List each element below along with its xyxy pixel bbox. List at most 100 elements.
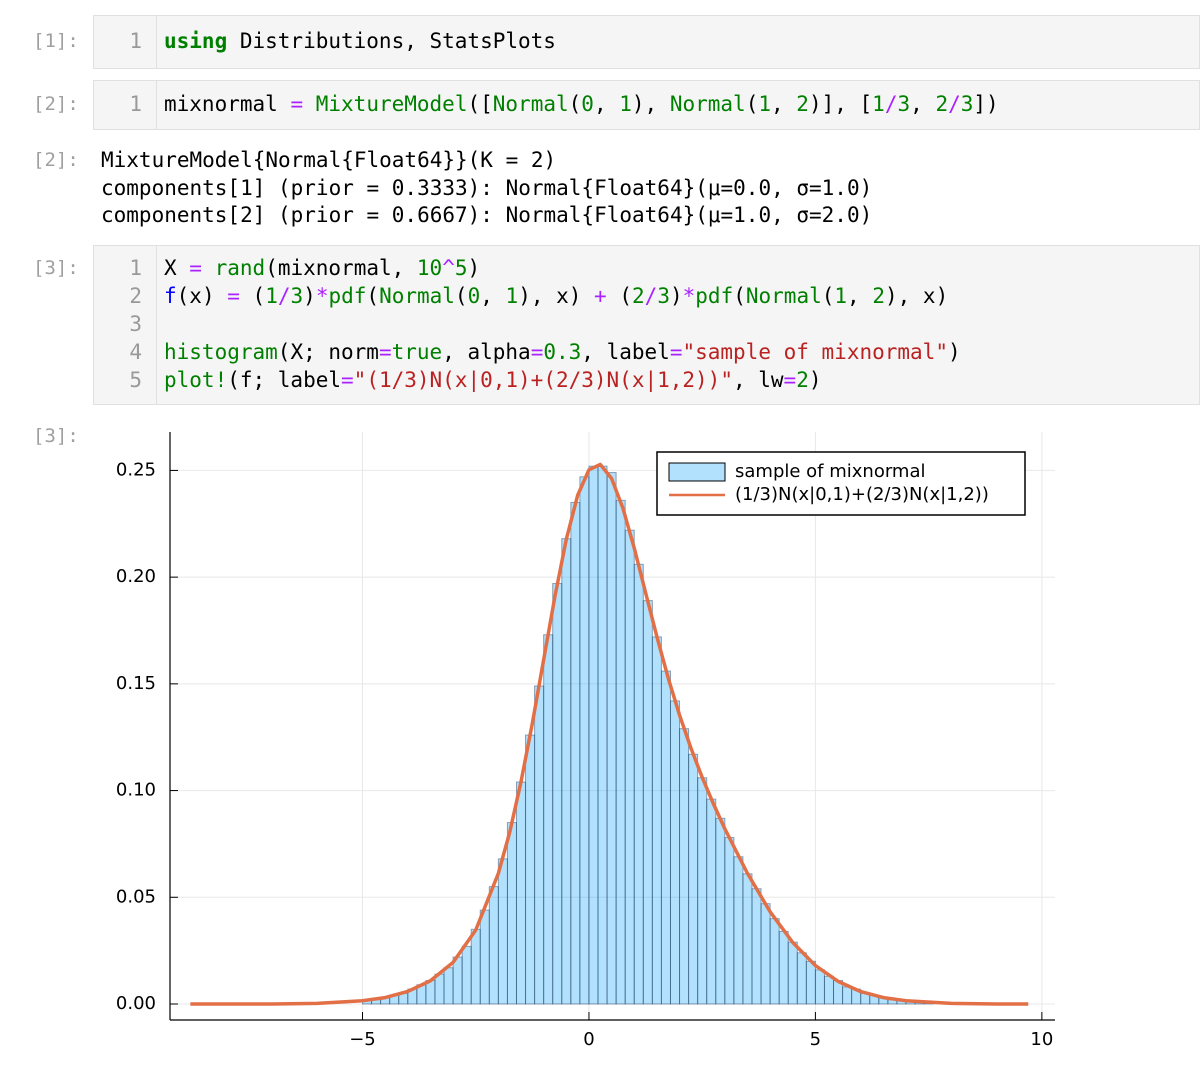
code-token: 5: [454, 256, 468, 280]
histogram-bar: [479, 909, 490, 1005]
code-token: ,: [910, 92, 936, 116]
output-prompt: [2]:: [33, 149, 79, 171]
code-token: 10: [416, 256, 443, 280]
line-number: 1: [129, 92, 142, 116]
code-token: 1: [834, 284, 848, 308]
code-token: =: [669, 340, 683, 364]
histogram-bar: [443, 967, 454, 1005]
line-number: 2: [129, 284, 142, 308]
code-token: ): [467, 256, 481, 280]
histogram-bar: [679, 728, 690, 1005]
histogram-bar: [497, 858, 508, 1005]
histogram-bar: [434, 973, 445, 1005]
histogram-bar: [606, 472, 617, 1005]
cell-prompt: [1]:: [33, 30, 79, 52]
code-token: /: [884, 92, 898, 116]
code-token: pdf: [328, 284, 367, 308]
histogram-bar: [769, 918, 780, 1005]
histogram-bar: [588, 465, 599, 1005]
line-number: 3: [129, 312, 142, 336]
code-token: , alpha: [442, 340, 531, 364]
histogram-bar: [715, 817, 726, 1005]
code-token: )], [: [808, 92, 873, 116]
histogram-bar: [506, 822, 517, 1005]
code-token: 1: [265, 284, 278, 308]
code-token: Normal: [745, 284, 822, 308]
code-token: =: [290, 92, 304, 116]
code-token: (: [606, 284, 632, 308]
histogram-bar: [787, 941, 798, 1005]
code-token: MixtureModel: [315, 92, 468, 116]
code-token: Normal: [669, 92, 746, 116]
output-line: components[2] (prior = 0.6667): Normal{F…: [101, 203, 873, 227]
cell-prompt: [2]:: [33, 93, 79, 115]
code-token: , lw: [732, 368, 784, 392]
code-token: Normal: [492, 92, 569, 116]
histogram-bar: [823, 975, 835, 1005]
histogram-bar: [733, 856, 744, 1005]
histogram-bar: [814, 969, 825, 1005]
histogram-bar: [534, 685, 545, 1005]
code-line: X = rand(mixnormal, 10^5): [164, 254, 480, 282]
code-token: plot!: [164, 368, 228, 392]
code-token: mixnormal: [164, 92, 291, 116]
histogram-bar: [706, 798, 717, 1005]
code-token: ^: [442, 256, 455, 280]
code-token: 2: [796, 368, 809, 392]
histogram-bar: [633, 563, 644, 1005]
histogram-bar: [470, 928, 481, 1005]
x-tick-label: 10: [1030, 1029, 1053, 1050]
histogram-bar: [597, 465, 608, 1005]
code-token: /: [277, 284, 291, 308]
code-token: ,: [480, 284, 506, 308]
code-token: (: [821, 284, 835, 308]
code-token: =: [783, 368, 797, 392]
code-token: ([: [467, 92, 493, 116]
code-token: ,: [593, 92, 620, 116]
code-token: f: [164, 284, 177, 308]
code-token: (x): [176, 284, 228, 308]
code-token: 1: [619, 92, 632, 116]
line-number: 5: [129, 368, 142, 392]
code-token: ): [669, 284, 683, 308]
code-cell: 1 mixnormal = MixtureModel([Normal(0, 1),…: [93, 80, 1200, 130]
code-token: ,: [771, 92, 797, 116]
code-token: ): [808, 368, 822, 392]
histogram-bar: [543, 634, 554, 1005]
histogram-bar: [688, 753, 699, 1005]
histogram-bar: [842, 986, 853, 1005]
y-tick-label: 0.20: [116, 566, 156, 587]
y-tick-label: 0.10: [116, 780, 156, 801]
code-token: true: [391, 340, 443, 364]
code-token: 3: [657, 284, 670, 308]
code-token: 3: [290, 284, 304, 308]
curve: [190, 462, 1029, 1006]
line-gutter: 1 2 3 4 5: [94, 246, 157, 404]
chart: −5 0 5 10 0.00 0.05 0.10 0.15 0.20 0.25 sample of …: [116, 432, 1055, 1050]
code-token: ]): [973, 92, 999, 116]
code-token: Normal: [379, 284, 455, 308]
histogram-bar: [461, 945, 472, 1005]
histogram-bar: [669, 700, 681, 1005]
histogram-bar: [751, 888, 762, 1005]
y-tick-label: 0.25: [116, 459, 156, 480]
x-tick-label: 0: [583, 1029, 594, 1050]
code-token: 2: [796, 92, 809, 116]
code-token: (: [366, 284, 380, 308]
code-token: ): [303, 284, 316, 308]
code-token: (: [745, 92, 759, 116]
code-line: histogram(X; norm=true, alpha=0.3, label…: [164, 338, 961, 366]
code-token: =: [378, 340, 392, 364]
code-token: ,: [847, 284, 873, 308]
line-number: 1: [129, 256, 142, 280]
histogram-bar: [579, 476, 590, 1005]
code-token: 1: [758, 92, 771, 116]
code-token: [303, 92, 316, 116]
code-token: ): [947, 340, 961, 364]
x-tick-label: 5: [810, 1029, 821, 1050]
output-line: components[1] (prior = 0.3333): Normal{F…: [101, 175, 873, 200]
code-token: (: [568, 92, 582, 116]
output-line: MixtureModel{Normal{Float64}}(K = 2): [101, 148, 557, 172]
code-token: "(1/3)N(x|0,1)+(2/3)N(x|1,2))": [353, 368, 733, 392]
